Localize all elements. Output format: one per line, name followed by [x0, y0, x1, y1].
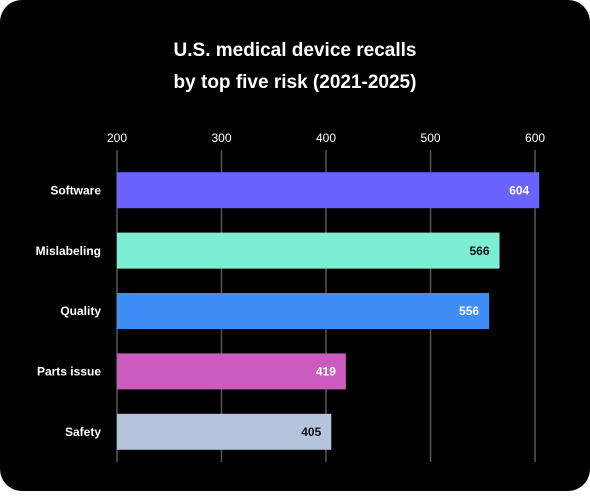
- y-tick-label: Safety: [65, 425, 101, 439]
- y-tick-label: Quality: [60, 304, 101, 318]
- chart-title: U.S. medical device recalls: [174, 40, 417, 61]
- y-tick-label: Mislabeling: [36, 244, 101, 258]
- chart-title: by top five risk (2021-2025): [174, 72, 417, 93]
- value-label: 556: [459, 304, 479, 318]
- x-tick-label: 500: [421, 131, 441, 145]
- x-tick-label: 600: [525, 131, 545, 145]
- value-label: 566: [469, 244, 489, 258]
- bar: [117, 232, 500, 269]
- bar: [117, 293, 490, 329]
- x-tick-label: 400: [316, 131, 336, 145]
- value-label: 419: [316, 365, 336, 379]
- bar: [117, 172, 540, 209]
- y-tick-label: Software: [50, 183, 101, 197]
- x-tick-label: 200: [107, 131, 127, 145]
- bar: [117, 353, 346, 390]
- bar: [117, 413, 332, 450]
- y-tick-label: Parts issue: [37, 365, 101, 379]
- x-tick-label: 300: [211, 131, 231, 145]
- value-label: 604: [509, 183, 529, 197]
- value-label: 405: [301, 425, 321, 439]
